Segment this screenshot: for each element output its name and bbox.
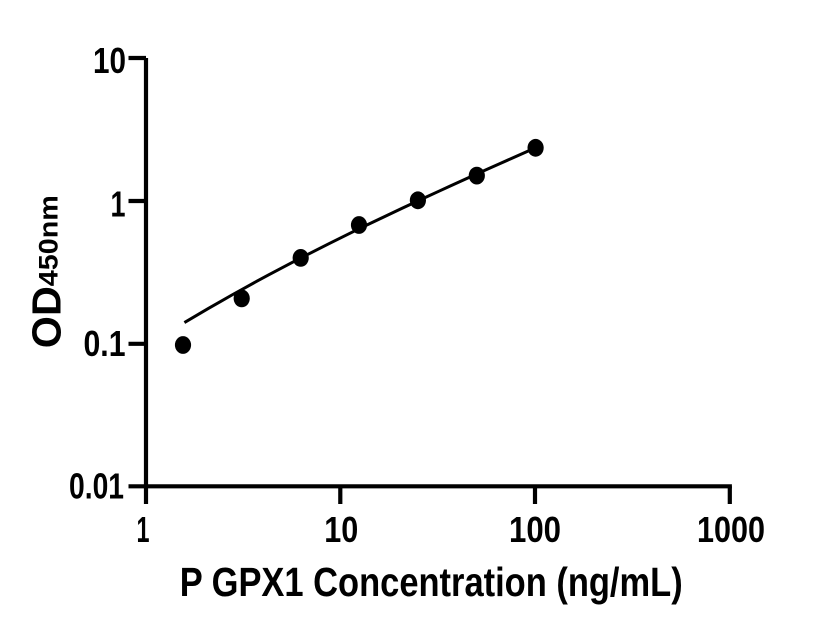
svg-text:1: 1 (137, 509, 150, 550)
svg-text:10: 10 (324, 509, 358, 550)
svg-text:0.1: 0.1 (84, 323, 126, 364)
svg-text:100: 100 (509, 509, 561, 550)
svg-text:OD450nm: OD450nm (24, 195, 70, 348)
svg-text:P GPX1 Concentration (ng/mL): P GPX1 Concentration (ng/mL) (180, 559, 683, 605)
svg-text:10: 10 (93, 40, 126, 81)
svg-text:1: 1 (111, 183, 126, 224)
svg-text:1000: 1000 (697, 509, 765, 550)
svg-text:0.01: 0.01 (69, 466, 124, 507)
